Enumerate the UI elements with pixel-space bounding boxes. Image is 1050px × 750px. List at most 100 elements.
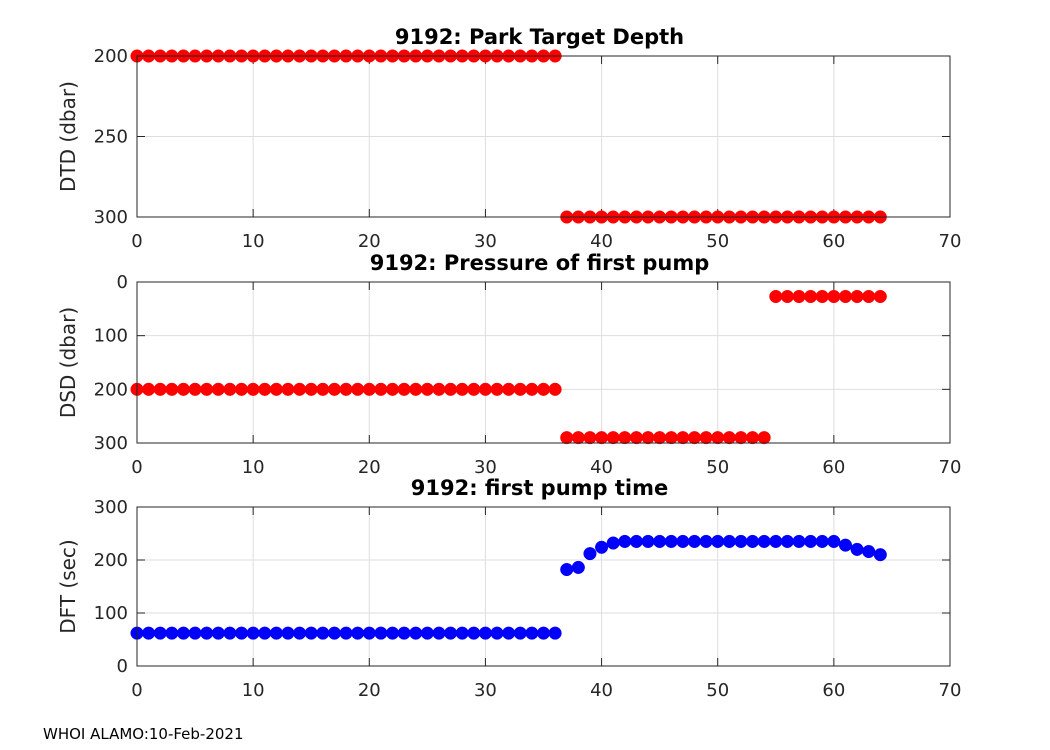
data-point: [641, 534, 655, 549]
data-point: [780, 534, 794, 549]
data-point: [293, 382, 307, 396]
data-point: [293, 626, 307, 640]
x-tick-label: 0: [131, 680, 142, 701]
data-point: [397, 382, 411, 396]
data-point: [699, 431, 713, 445]
data-point: [165, 626, 179, 640]
data-point: [188, 626, 202, 640]
data-point: [444, 626, 458, 640]
y-tick-label: 200: [94, 550, 128, 571]
data-point: [478, 626, 492, 640]
data-point: [304, 626, 318, 640]
data-point: [769, 534, 783, 549]
chart-title: 9192: Park Target Depth: [395, 25, 684, 49]
data-point: [734, 431, 748, 445]
data-point: [455, 382, 469, 396]
data-point: [838, 538, 853, 552]
chart-panel-3: 0 10 20 30 40 50 60 70 0 100 200 300 9192: first pum…: [56, 476, 961, 701]
axes-box: [136, 55, 951, 218]
data-point: [769, 289, 783, 304]
x-tick-label: 50: [706, 680, 729, 701]
y-axis-label: DSD (dbar): [56, 307, 80, 418]
y-tick-label: 100: [94, 326, 128, 347]
data-point: [432, 382, 446, 396]
data-point: [374, 382, 388, 396]
data-point: [316, 382, 330, 396]
data-point: [339, 382, 353, 396]
data-point: [722, 534, 736, 549]
data-point: [734, 534, 748, 549]
data-point: [525, 626, 539, 640]
data-point: [153, 626, 167, 640]
data-point: [548, 626, 562, 640]
data-point: [385, 626, 400, 640]
y-tick-label: 200: [94, 379, 128, 400]
data-point: [792, 534, 806, 549]
data-point: [223, 382, 237, 396]
chart-panel-1: 0 10 20 30 40 50 60 70 200 250 300 9192: Park Targe…: [56, 25, 961, 252]
data-point: [165, 382, 179, 396]
x-tick-label: 0: [131, 457, 142, 478]
data-point: [838, 289, 853, 304]
data-point: [560, 562, 574, 577]
data-point: [525, 382, 539, 396]
y-tick-label: 200: [94, 46, 128, 67]
data-point: [862, 289, 876, 304]
y-tick-label: 100: [94, 603, 128, 624]
data-point: [420, 626, 434, 640]
data-point: [362, 382, 376, 396]
data-point: [142, 382, 156, 396]
y-tick-label: 0: [117, 656, 128, 677]
x-tick-label: 0: [131, 231, 142, 252]
data-point: [409, 382, 423, 396]
data-point: [142, 626, 156, 640]
data-point: [327, 626, 341, 640]
data-point: [467, 382, 481, 396]
data-point: [455, 626, 469, 640]
data-point: [676, 431, 690, 445]
data-point: [327, 382, 341, 396]
data-point: [409, 626, 423, 640]
data-point: [595, 540, 609, 554]
chart-title: 9192: Pressure of first pump: [370, 251, 710, 275]
data-point: [513, 382, 527, 396]
data-point: [444, 382, 458, 396]
data-point: [606, 431, 620, 445]
data-point: [153, 382, 167, 396]
x-tick-label: 20: [358, 680, 381, 701]
data-point: [362, 626, 376, 640]
x-tick-label: 30: [474, 231, 497, 252]
x-tick-label: 10: [242, 231, 265, 252]
data-point: [200, 382, 214, 396]
data-point: [502, 626, 516, 640]
data-point: [757, 534, 771, 549]
data-point: [176, 626, 191, 640]
x-tick-label: 30: [474, 680, 497, 701]
y-tick-label: 300: [94, 497, 128, 518]
data-point: [258, 626, 272, 640]
data-point: [223, 626, 237, 640]
data-point: [815, 534, 829, 549]
x-tick-label: 40: [590, 457, 613, 478]
data-point: [211, 626, 225, 640]
data-point: [281, 626, 295, 640]
data-point: [653, 534, 667, 549]
data-point: [374, 626, 388, 640]
data-point: [827, 289, 841, 304]
data-point: [281, 382, 295, 396]
data-point: [548, 382, 562, 396]
data-point: [629, 534, 643, 549]
data-point: [351, 626, 365, 640]
data-point: [269, 626, 283, 640]
data-point: [711, 534, 725, 549]
data-point: [513, 626, 527, 640]
data-point: [583, 547, 597, 561]
data-point: [827, 534, 841, 549]
y-axis-label: DFT (sec): [56, 539, 80, 633]
chart-title: 9192: first pump time: [411, 476, 669, 500]
y-tick-label: 0: [117, 272, 128, 293]
plot-area: [137, 507, 950, 666]
y-tick-label: 250: [94, 127, 128, 148]
data-point: [664, 431, 678, 445]
